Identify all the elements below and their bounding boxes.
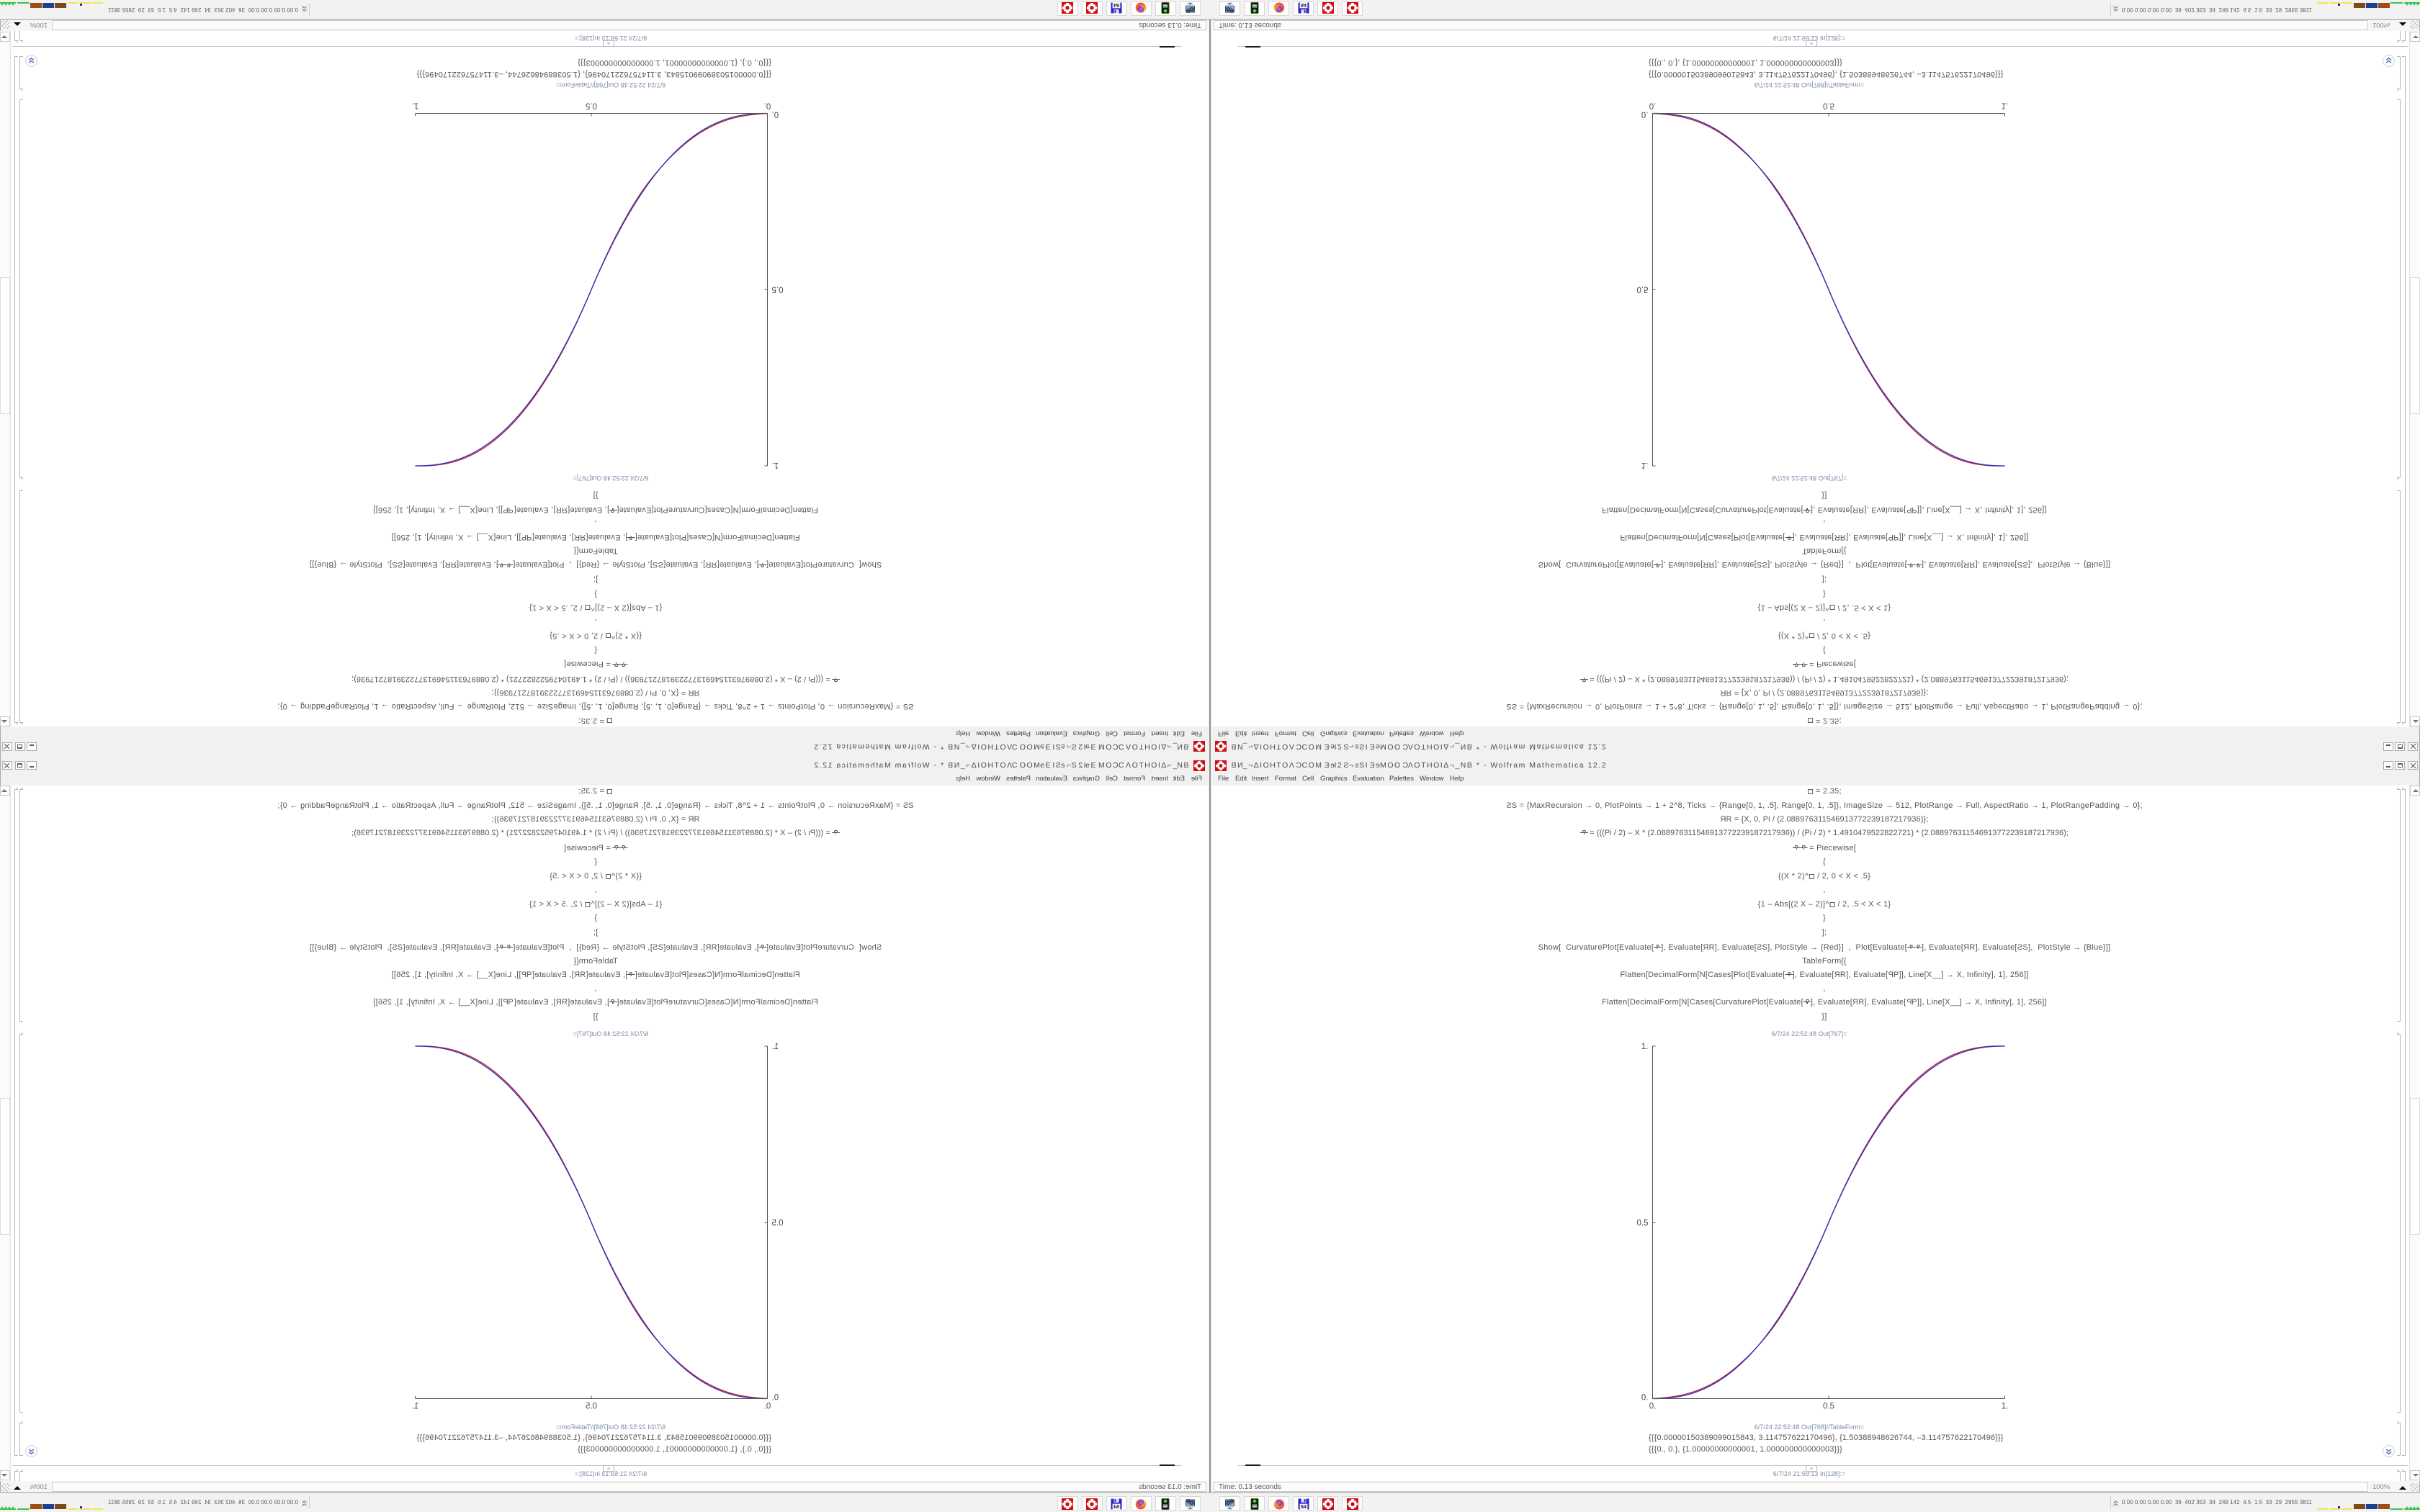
svg-text:1.: 1. [412,102,419,110]
svg-text:64: 64 [1301,1505,1307,1510]
svg-text:0.: 0. [764,102,771,110]
svg-text:0.5: 0.5 [1823,1403,1834,1411]
svg-text:0.5: 0.5 [1823,102,1834,110]
svg-text:1.: 1. [772,461,779,469]
svg-text:64: 64 [1301,3,1307,8]
svg-text:0.: 0. [1641,1394,1649,1403]
svg-text:0.5: 0.5 [586,102,597,110]
svg-text:0.: 0. [1641,110,1649,119]
svg-text:0.5: 0.5 [772,284,784,293]
svg-text:0.: 0. [764,1403,771,1411]
svg-text:1.: 1. [412,1403,419,1411]
svg-text:1.: 1. [2002,102,2009,110]
svg-text:0.: 0. [772,110,779,119]
svg-text:0.5: 0.5 [586,1403,597,1411]
svg-text:0.: 0. [1649,102,1657,110]
svg-text:64: 64 [1114,3,1120,8]
svg-text:1.: 1. [772,1043,779,1051]
svg-text:0.5: 0.5 [1637,284,1649,293]
svg-text:0.5: 0.5 [772,1219,784,1228]
svg-text:0.: 0. [1649,1403,1657,1411]
svg-text:1.: 1. [2002,1403,2009,1411]
svg-text:64: 64 [1114,1505,1120,1510]
svg-text:0.: 0. [772,1394,779,1403]
svg-text:1.: 1. [1641,1043,1649,1051]
svg-text:1.: 1. [1641,461,1649,469]
svg-text:0.5: 0.5 [1637,1219,1649,1228]
